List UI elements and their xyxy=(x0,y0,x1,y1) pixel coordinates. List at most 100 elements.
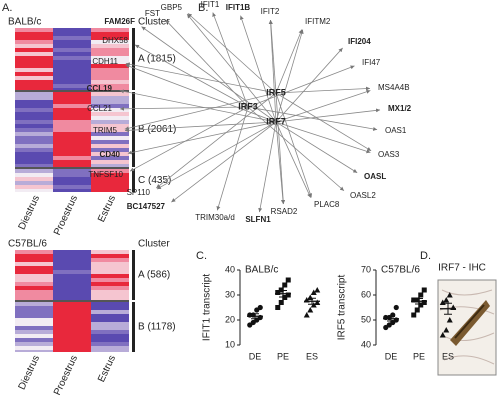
heatmap-cell xyxy=(91,258,129,262)
heatmap-cell xyxy=(53,84,91,88)
network-edge xyxy=(275,29,304,123)
heatmap-cell xyxy=(15,330,53,334)
heatmap-cell xyxy=(53,310,91,314)
data-point xyxy=(411,297,417,303)
y-tick-label: 70 xyxy=(361,264,371,274)
heatmap-cell xyxy=(91,116,129,120)
heatmap-cell xyxy=(91,278,129,282)
heatmap-cell xyxy=(53,326,91,330)
heatmap-cell xyxy=(53,92,91,96)
heatmap-cell xyxy=(15,148,53,152)
heatmap-cell xyxy=(53,96,91,100)
heatmap-cell xyxy=(15,28,53,32)
heatmap-cell xyxy=(91,164,129,167)
data-point xyxy=(275,290,281,295)
heatmap-cell xyxy=(15,310,53,314)
heatmap-cell xyxy=(53,80,91,84)
heatmap-cell xyxy=(91,326,129,330)
y-tick-label: 40 xyxy=(225,264,235,274)
heatmap-cell xyxy=(15,100,53,104)
heatmap-cell xyxy=(91,262,129,266)
target-label: SLFN1 xyxy=(245,215,271,224)
heatmap-cell xyxy=(53,88,91,90)
heatmap-cell xyxy=(15,76,53,80)
x-tick-label: DE xyxy=(249,351,262,361)
target-label: TRIM5 xyxy=(93,126,118,135)
hub-label: IRF7 xyxy=(266,116,286,126)
network-edge xyxy=(129,106,249,172)
network-edge xyxy=(268,19,277,123)
heatmap-cell xyxy=(15,270,53,274)
heatmap-cell xyxy=(91,104,129,108)
heatmap-cell xyxy=(53,350,91,352)
heatmap-cell xyxy=(53,318,91,322)
heatmap-cell xyxy=(15,44,53,48)
network-edges xyxy=(119,12,381,213)
strain-label: C57BL/6 xyxy=(8,239,47,250)
target-label: RSAD2 xyxy=(271,207,298,216)
heatmap-cell xyxy=(91,290,129,294)
heatmap-cell xyxy=(91,96,129,100)
heatmap-cell xyxy=(91,350,129,352)
heatmap-cell xyxy=(15,350,53,352)
network-edge xyxy=(275,121,312,198)
network-edge xyxy=(156,121,277,190)
heatmap-cell xyxy=(15,181,53,185)
target-label: OASL xyxy=(364,172,386,181)
heatmap-cell xyxy=(15,96,53,100)
heatmap-cell xyxy=(15,84,53,88)
target-label: CCL19 xyxy=(87,84,113,93)
heatmap-cell xyxy=(15,116,53,120)
network-edge xyxy=(247,106,378,131)
heatmap-cell xyxy=(15,266,53,270)
heatmap-cell xyxy=(91,274,129,278)
column-label: Estrus xyxy=(96,354,118,384)
heatmap-cell xyxy=(91,181,129,185)
heatmap-cell xyxy=(91,156,129,160)
heatmap-cell xyxy=(91,342,129,346)
heatmap-cell xyxy=(53,169,91,173)
data-point xyxy=(418,292,424,298)
heatmap-cell xyxy=(91,40,129,44)
heatmap-cell xyxy=(53,290,91,294)
network-edge xyxy=(275,121,371,154)
heatmap-cell xyxy=(53,181,91,185)
data-point xyxy=(421,300,427,305)
heatmap-cell xyxy=(53,270,91,274)
heatmap-cell xyxy=(91,310,129,314)
heatmap-cell xyxy=(91,298,129,300)
network-edge xyxy=(247,106,345,192)
heatmap-cell xyxy=(91,132,129,136)
data-point xyxy=(414,307,420,313)
heatmap-cell xyxy=(91,189,129,192)
heatmap-cell xyxy=(15,318,53,322)
heatmap-cell xyxy=(53,294,91,298)
heatmap-cell xyxy=(53,64,91,68)
network-edge xyxy=(187,13,277,94)
network-edge xyxy=(275,86,371,94)
heatmap-cell xyxy=(91,306,129,310)
data-point xyxy=(314,287,321,293)
heatmap-cell xyxy=(53,68,91,72)
network-edge xyxy=(275,108,381,123)
heatmap-cell xyxy=(15,322,53,326)
heatmap-cell xyxy=(91,338,129,342)
heatmap-cell xyxy=(91,128,129,132)
heatmap-cell xyxy=(15,112,53,116)
heatmap-cell xyxy=(91,136,129,140)
heatmap-cell xyxy=(91,84,129,88)
heatmap-cell xyxy=(91,322,129,326)
target-label: SP110 xyxy=(127,188,151,197)
heatmap-cell xyxy=(91,88,129,90)
heatmap-cell xyxy=(53,177,91,181)
network-edge xyxy=(134,44,249,108)
heatmap-cell xyxy=(15,152,53,156)
heatmap-cell xyxy=(15,282,53,286)
heatmap-cell xyxy=(15,140,53,144)
heatmap-cell xyxy=(15,342,53,346)
network-edge xyxy=(212,12,249,108)
chart-title: C57BL/6 xyxy=(381,265,420,276)
heatmap-cell xyxy=(53,132,91,136)
target-label: IFIT1 xyxy=(201,0,220,9)
